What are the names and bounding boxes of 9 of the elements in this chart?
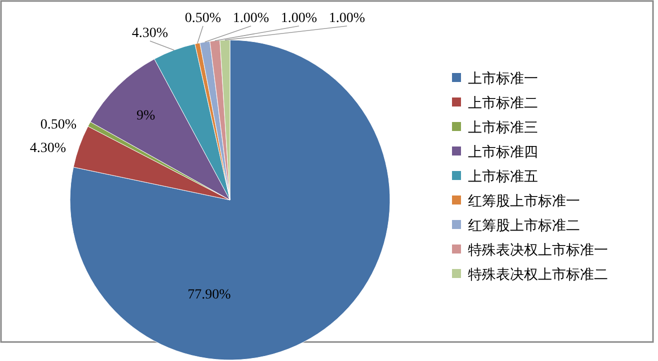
legend-label: 上市标准二: [468, 94, 538, 110]
legend-label: 特殊表决权上市标准一: [468, 242, 608, 258]
legend-label: 上市标准四: [468, 144, 538, 160]
legend-label: 特殊表决权上市标准二: [468, 266, 608, 282]
legend-label: 上市标准一: [468, 70, 538, 86]
legend-label: 上市标准五: [468, 168, 538, 184]
legend-label: 红筹股上市标准一: [468, 192, 580, 208]
legend-label: 上市标准三: [468, 119, 538, 135]
legend-label: 红筹股上市标准二: [468, 217, 580, 233]
